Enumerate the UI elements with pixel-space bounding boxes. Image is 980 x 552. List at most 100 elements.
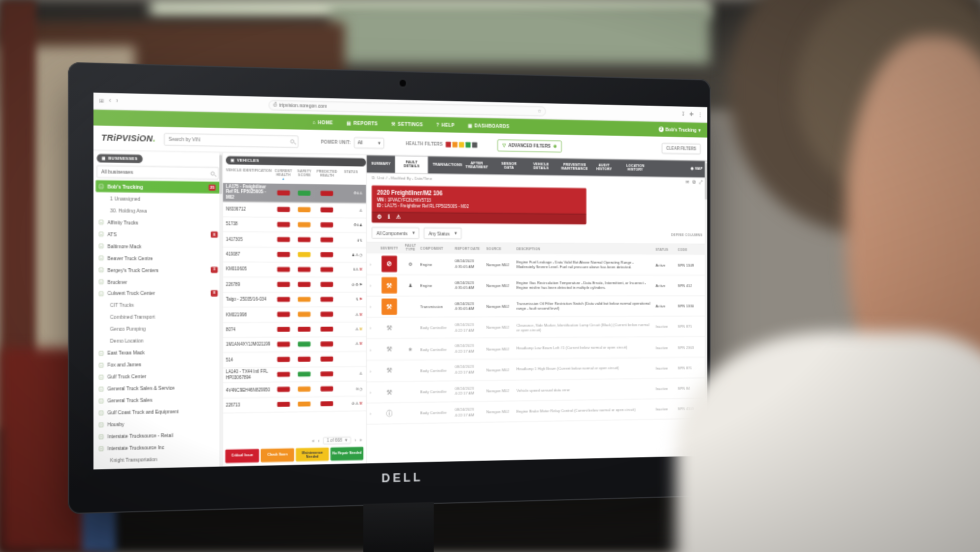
business-item[interactable]: Genco Pumping <box>93 323 222 336</box>
first-page-icon[interactable]: « <box>312 438 315 444</box>
account-menu[interactable]: 2 Bob's Trucking ▾ <box>658 126 701 133</box>
expand-row-icon[interactable]: › <box>369 389 372 396</box>
expand-row-icon[interactable]: › <box>369 346 372 353</box>
checkbox-icon[interactable] <box>99 410 104 415</box>
tab-vehicle-details[interactable]: VEHICLE DETAILS <box>533 162 549 171</box>
expand-icon[interactable]: ⤢ <box>699 179 703 185</box>
column-predicted-health[interactable]: PREDICTED HEALTH <box>316 169 338 178</box>
advanced-filters-button[interactable]: ▽ ADVANCED FILTERS ⊕ <box>497 139 562 153</box>
vehicle-row[interactable]: LA175 - Freightliner Ref RL FP502500S - … <box>222 182 367 204</box>
checkbox-icon[interactable] <box>99 374 104 380</box>
checkbox-icon[interactable] <box>99 183 104 189</box>
copy-icon[interactable]: ⧉ <box>371 175 375 181</box>
checkbox-icon[interactable] <box>99 350 104 356</box>
expand-row-icon[interactable]: › <box>369 282 372 289</box>
checkbox-icon[interactable] <box>99 231 104 237</box>
fault-row[interactable]: › ⊘ ⚙ Engine 08/24/2023 4:35:05 AM Noregon M02… <box>366 253 708 276</box>
business-item[interactable]: Demo Location <box>93 334 222 347</box>
page-indicator[interactable]: 1 of 668 ▾ <box>323 436 351 445</box>
browser-menu-icon[interactable]: ⋮ <box>697 111 703 118</box>
nav-item-settings[interactable]: ⚒ SETTINGS <box>391 121 423 128</box>
business-item[interactable]: ATS 8 <box>93 228 222 241</box>
column-vehicle-identification[interactable]: VEHICLE IDENTIFICATION <box>225 168 272 173</box>
business-item[interactable]: CIT Trucks <box>93 299 222 311</box>
column-status[interactable]: STATUS <box>344 170 358 175</box>
expand-row-icon[interactable]: › <box>369 325 372 331</box>
search-input[interactable] <box>168 136 291 145</box>
fault-row[interactable]: › ⚒ Body Controller 08/24/2023 4:22:17 AM Nor… <box>366 316 708 340</box>
business-item[interactable]: 30. Holding Area <box>93 204 222 217</box>
vehicle-row[interactable]: N8336712 ⚠ <box>222 201 367 219</box>
nav-item-reports[interactable]: ▤ REPORTS <box>347 120 378 127</box>
tab-sensor-data[interactable]: SENSOR DATA <box>501 161 517 170</box>
checkbox-icon[interactable] <box>99 398 104 404</box>
business-item[interactable]: Bruckner <box>93 276 222 288</box>
legend-button[interactable]: Critical Issue <box>225 448 260 464</box>
tab-icon[interactable]: ⊞ <box>99 97 105 105</box>
power-unit-select[interactable]: All ▾ <box>353 137 385 149</box>
business-item[interactable]: Combined Transport <box>93 311 222 323</box>
checkbox-icon[interactable] <box>99 434 104 439</box>
vehicle-row[interactable]: 226713 ⊘⚠⚒ <box>222 396 367 414</box>
nav-item-help[interactable]: ? HELP <box>436 122 454 128</box>
prev-page-icon[interactable]: ‹ <box>318 438 320 444</box>
tab-fault-details[interactable]: FAULT DETAILS <box>395 155 429 174</box>
vin-search[interactable] <box>164 132 299 148</box>
vehicle-row[interactable]: 51738 ⚙ℹ♟ <box>222 216 367 233</box>
health-filter-square-1[interactable] <box>452 141 458 148</box>
checkbox-icon[interactable] <box>99 267 104 272</box>
checkbox-icon[interactable] <box>99 446 104 451</box>
vehicle-row[interactable]: 419087 ♟⚠◷ <box>222 247 367 263</box>
checkbox-icon[interactable] <box>99 255 104 260</box>
details-scrollbar[interactable] <box>704 160 708 456</box>
tab-transactions[interactable]: TRANSACTIONS <box>432 162 463 167</box>
next-page-icon[interactable]: › <box>354 437 356 443</box>
tab-after-treatment[interactable]: AFTER TREATMENT <box>465 161 489 170</box>
health-filter-square-4[interactable] <box>472 141 478 148</box>
column-current-health[interactable]: CURRENT HEALTH ▲ <box>274 169 293 181</box>
health-filter-square-0[interactable] <box>445 141 451 147</box>
business-filter-input[interactable] <box>101 168 211 177</box>
health-filter-square-3[interactable] <box>465 141 471 148</box>
component-filter-select[interactable]: All Components ▾ <box>371 227 420 239</box>
vehicle-row[interactable]: 8074 ⚠⚒ <box>222 321 367 338</box>
bookmark-star-icon[interactable]: ☆ <box>537 107 542 114</box>
business-item[interactable]: Baltimore Mack <box>93 240 222 252</box>
status-filter-select[interactable]: Any Status ▾ <box>423 227 462 240</box>
tab-audit-history[interactable]: AUDIT HISTORY <box>596 163 612 172</box>
clear-filters-button[interactable]: CLEAR FILTERS <box>661 142 701 155</box>
checkbox-icon[interactable] <box>99 243 104 249</box>
last-page-icon[interactable]: » <box>359 437 362 443</box>
vehicle-row[interactable]: LA140 - TX44 Intl FFL HP03067894 ⚠ <box>222 366 367 383</box>
checkbox-icon[interactable] <box>99 219 104 225</box>
vehicle-row[interactable]: KM010605 ℹ⚠⚒ <box>222 262 367 278</box>
business-item[interactable]: Affinity Trucks <box>93 216 222 229</box>
vehicle-row[interactable]: 226789 ⊘⚙⚑ <box>222 277 367 293</box>
tab-location-history[interactable]: LOCATION HISTORY <box>626 163 645 172</box>
vehicle-row[interactable]: 514 <box>222 351 367 368</box>
vehicle-row[interactable]: Taigo - 25035/16-034 ↯⚑ <box>222 292 367 308</box>
expand-row-icon[interactable]: › <box>369 303 372 310</box>
vehicle-row[interactable]: KM021998 ⚠⚒ <box>222 307 367 323</box>
health-filter-square-2[interactable] <box>459 141 465 148</box>
column-safety-score[interactable]: SAFETY SCORE <box>297 169 312 178</box>
fault-row[interactable]: › ⓘ Body Controller 08/24/2023 4:22:17 AM Nor… <box>366 398 708 425</box>
expand-row-icon[interactable]: › <box>369 368 372 374</box>
fault-row[interactable]: › ⚒ ♟ Engine 08/24/2023 4:35:05 AM Noregon M02… <box>366 274 708 297</box>
new-tab-icon[interactable]: ✚ <box>689 111 694 118</box>
business-item[interactable]: Culwent Truck Center 8 <box>93 288 222 300</box>
checkbox-icon[interactable] <box>99 279 104 284</box>
tab-preventive-maintenance[interactable]: PREVENTIVE MAINTENANCE <box>561 162 588 172</box>
business-item[interactable]: Beaver Truck Centre <box>93 252 222 264</box>
fault-row[interactable]: › ⚒ Transmission 08/24/2023 4:35:05 AM Norego… <box>366 295 708 318</box>
tab-summary[interactable]: SUMMARY <box>371 161 391 166</box>
legend-button[interactable]: Maintenance Needed <box>295 447 329 462</box>
vehicle-row[interactable]: 1M1AN4XY1JM021199 ⚠⚒ <box>222 336 367 353</box>
expand-row-icon[interactable]: › <box>369 261 372 267</box>
business-filter[interactable] <box>96 165 219 180</box>
expand-row-icon[interactable]: › <box>369 411 372 417</box>
forward-icon[interactable]: › <box>116 97 119 105</box>
legend-button[interactable]: Check Soon <box>260 448 295 463</box>
nav-item-dashboards[interactable]: ▦ DASHBOARDS <box>468 122 510 129</box>
legend-button[interactable]: No Repair Needed <box>330 446 364 461</box>
